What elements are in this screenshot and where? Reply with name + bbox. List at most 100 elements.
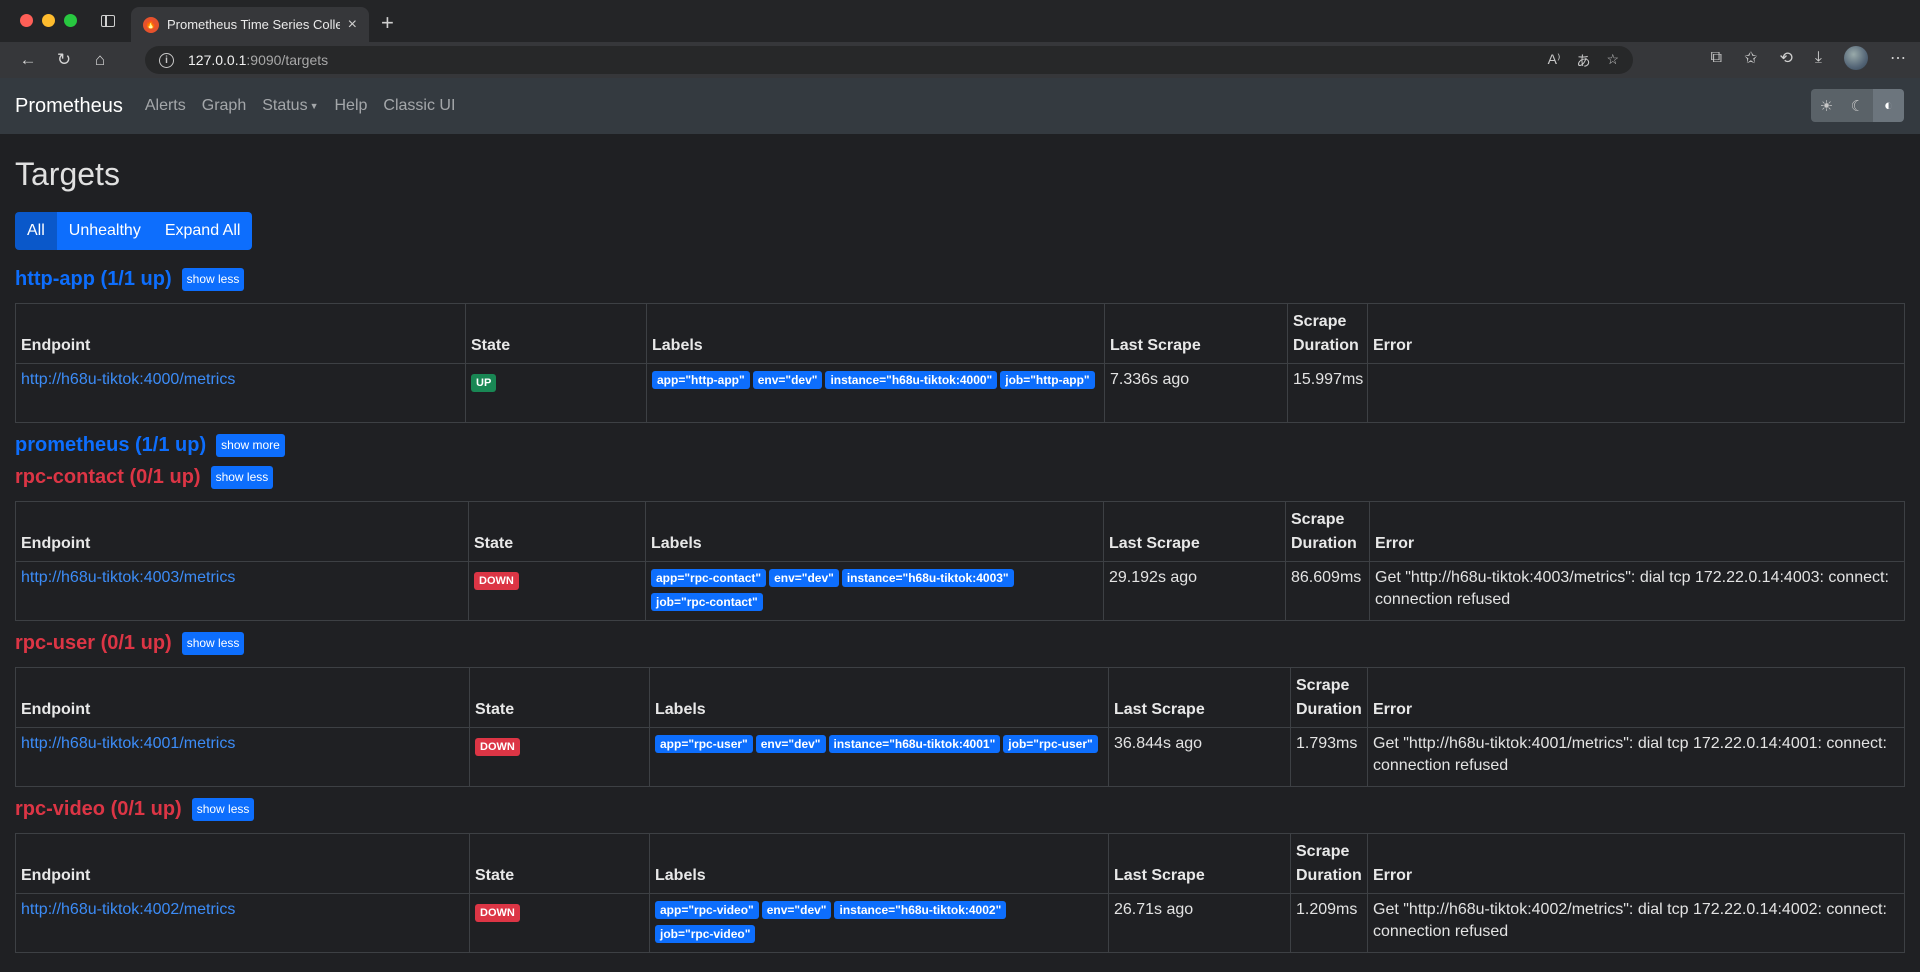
column-last-scrape: Last Scrape xyxy=(1108,667,1291,728)
column-error: Error xyxy=(1369,501,1905,562)
endpoint-link[interactable]: http://h68u-tiktok:4002/metrics xyxy=(21,901,236,918)
url-host: 127.0.0.1 xyxy=(188,52,247,68)
show-less-button[interactable]: show less xyxy=(181,267,245,291)
window-controls xyxy=(20,14,77,27)
filter-all-button[interactable]: All xyxy=(15,212,57,250)
column-scrape-duration: Scrape Duration xyxy=(1290,833,1368,894)
history-icon[interactable]: ⟲ xyxy=(1779,50,1793,67)
job-title[interactable]: prometheus (1/1 up) xyxy=(15,433,207,456)
nav-help[interactable]: Help xyxy=(334,97,368,114)
endpoint-link[interactable]: http://h68u-tiktok:4001/metrics xyxy=(21,735,236,752)
auto-theme-icon[interactable]: ◐ xyxy=(1873,89,1904,122)
column-state: State xyxy=(469,833,650,894)
address-bar[interactable]: i 127.0.0.1:9090/targets A⁾ あ ☆ xyxy=(145,46,1633,74)
column-labels: Labels xyxy=(649,833,1109,894)
extensions-icon[interactable]: ⧉ xyxy=(1710,49,1723,66)
column-last-scrape: Last Scrape xyxy=(1108,833,1291,894)
targets-table-rpc-user: Endpoint State Labels Last Scrape Scrape… xyxy=(15,667,1905,787)
column-endpoint: Endpoint xyxy=(15,667,470,728)
table-header-row: Endpoint State Labels Last Scrape Scrape… xyxy=(15,501,1905,562)
column-state: State xyxy=(465,303,647,364)
endpoint-link[interactable]: http://h68u-tiktok:4003/metrics xyxy=(21,569,236,586)
show-less-button[interactable]: show less xyxy=(210,465,274,489)
table-header-row: Endpoint State Labels Last Scrape Scrape… xyxy=(15,303,1905,364)
label-badge: job="http-app" xyxy=(1000,371,1095,389)
label-badge: env="dev" xyxy=(761,901,832,919)
profile-avatar[interactable] xyxy=(1844,46,1868,70)
tab-actions-icon[interactable] xyxy=(101,15,115,27)
table-header-row: Endpoint State Labels Last Scrape Scrape… xyxy=(15,833,1905,894)
address-bar-actions: A⁾ あ ☆ xyxy=(1548,51,1619,71)
table-row: http://h68u-tiktok:4003/metrics DOWN app… xyxy=(15,561,1905,621)
more-menu-icon[interactable]: ⋯ xyxy=(1890,50,1906,67)
job-title[interactable]: rpc-contact (0/1 up) xyxy=(15,465,201,488)
scrape-duration: 15.997ms xyxy=(1287,363,1368,423)
new-tab-icon[interactable]: + xyxy=(381,10,394,35)
prometheus-favicon-icon: 🔥 xyxy=(143,16,159,33)
job-header-rpc-user: rpc-user (0/1 up) show less xyxy=(15,627,1905,659)
table-row: http://h68u-tiktok:4001/metrics DOWN app… xyxy=(15,727,1905,787)
expand-all-button[interactable]: Expand All xyxy=(152,212,253,250)
translate-icon[interactable]: あ xyxy=(1576,53,1591,69)
column-last-scrape: Last Scrape xyxy=(1104,303,1288,364)
nav-graph[interactable]: Graph xyxy=(201,97,247,114)
tab-close-icon[interactable]: × xyxy=(347,15,357,33)
job-title[interactable]: http-app (1/1 up) xyxy=(15,267,172,290)
add-favorite-icon[interactable]: ☆ xyxy=(1606,51,1619,67)
state-badge: DOWN xyxy=(474,572,519,590)
error-message xyxy=(1367,363,1905,423)
downloads-icon[interactable]: ⤓ xyxy=(1814,49,1822,66)
close-window-button[interactable] xyxy=(20,14,33,27)
column-last-scrape: Last Scrape xyxy=(1103,501,1286,562)
label-badge: app="rpc-video" xyxy=(655,901,759,919)
theme-toggle-group: ☀ ☾ ◐ xyxy=(1811,89,1904,122)
maximize-window-button[interactable] xyxy=(64,14,77,27)
column-scrape-duration: Scrape Duration xyxy=(1290,667,1368,728)
filter-unhealthy-button[interactable]: Unhealthy xyxy=(56,212,153,250)
label-badge: env="dev" xyxy=(755,735,826,753)
page-title: Targets xyxy=(15,156,120,192)
endpoint-link[interactable]: http://h68u-tiktok:4000/metrics xyxy=(21,371,236,388)
back-icon[interactable]: ← xyxy=(19,50,37,69)
show-less-button[interactable]: show less xyxy=(181,631,245,655)
tab-title: Prometheus Time Series Collection and Pr… xyxy=(167,17,340,32)
error-message: Get "http://h68u-tiktok:4001/metrics": d… xyxy=(1367,727,1905,787)
label-badge: instance="h68u-tiktok:4002" xyxy=(834,901,1007,919)
light-theme-icon[interactable]: ☀ xyxy=(1811,89,1842,122)
label-badge: job="rpc-user" xyxy=(1003,735,1098,753)
job-title[interactable]: rpc-user (0/1 up) xyxy=(15,631,172,654)
browser-toolbar: ← ↻ ⌂ i 127.0.0.1:9090/targets A⁾ あ ☆ ⧉ … xyxy=(0,42,1920,78)
minimize-window-button[interactable] xyxy=(42,14,55,27)
state-badge: DOWN xyxy=(475,738,520,756)
label-badge: app="http-app" xyxy=(652,371,750,389)
show-less-button[interactable]: show less xyxy=(191,797,255,821)
nav-status-dropdown[interactable]: Status ▼ xyxy=(262,97,318,115)
job-header-rpc-video: rpc-video (0/1 up) show less xyxy=(15,793,1905,825)
column-labels: Labels xyxy=(649,667,1109,728)
targets-page: Targets All Unhealthy Expand All http-ap… xyxy=(0,150,1920,953)
nav-classic-ui[interactable]: Classic UI xyxy=(383,97,456,114)
column-state: State xyxy=(468,501,646,562)
table-row: http://h68u-tiktok:4002/metrics DOWN app… xyxy=(15,893,1905,953)
scrape-duration: 1.793ms xyxy=(1290,727,1368,787)
column-error: Error xyxy=(1367,833,1905,894)
show-more-button[interactable]: show more xyxy=(216,433,285,457)
column-labels: Labels xyxy=(645,501,1104,562)
state-badge: DOWN xyxy=(475,904,520,922)
home-icon[interactable]: ⌂ xyxy=(94,50,106,69)
state-badge: UP xyxy=(471,374,497,392)
reload-icon[interactable]: ↻ xyxy=(56,50,72,69)
last-scrape: 29.192s ago xyxy=(1103,561,1286,621)
browser-tab[interactable]: 🔥 Prometheus Time Series Collection and … xyxy=(131,7,369,42)
dark-theme-icon[interactable]: ☾ xyxy=(1842,89,1873,122)
job-title[interactable]: rpc-video (0/1 up) xyxy=(15,797,182,820)
read-aloud-icon[interactable]: A⁾ xyxy=(1547,51,1561,67)
site-info-icon[interactable]: i xyxy=(159,52,174,68)
targets-table-rpc-video: Endpoint State Labels Last Scrape Scrape… xyxy=(15,833,1905,953)
brand-link[interactable]: Prometheus xyxy=(15,94,123,117)
targets-table-rpc-contact: Endpoint State Labels Last Scrape Scrape… xyxy=(15,501,1905,621)
error-message: Get "http://h68u-tiktok:4002/metrics": d… xyxy=(1367,893,1905,953)
favorites-icon[interactable]: ✩ xyxy=(1744,50,1758,67)
label-badge: app="rpc-user" xyxy=(655,735,753,753)
nav-alerts[interactable]: Alerts xyxy=(144,97,186,114)
